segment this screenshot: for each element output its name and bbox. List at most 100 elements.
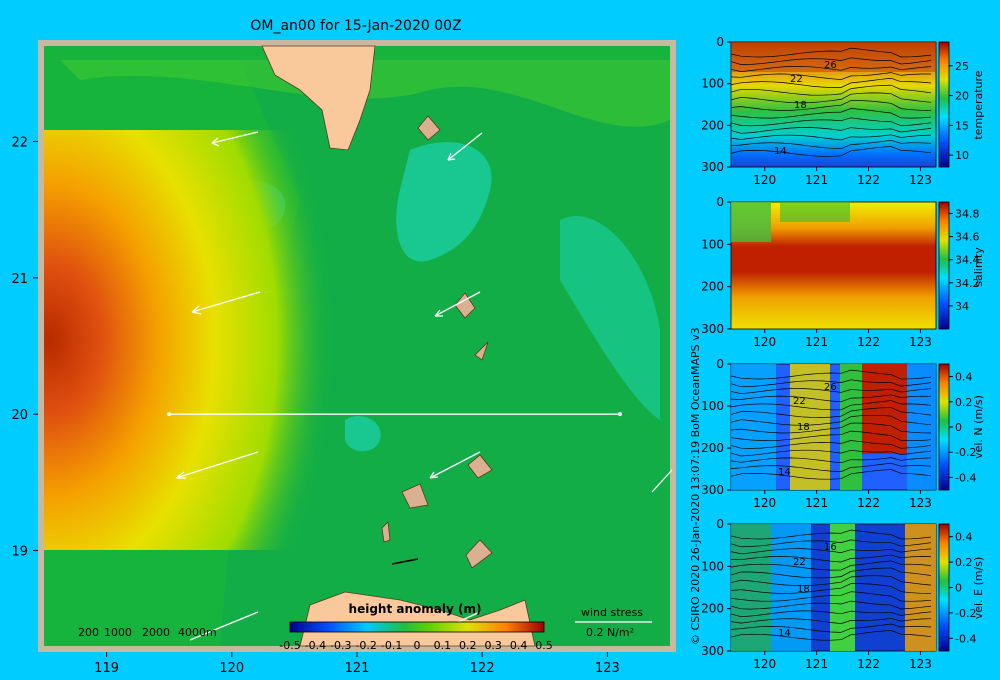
contour-line [730,610,932,618]
map-y-tick-label: 21 [11,272,28,287]
map-y-tick-label: 22 [11,135,28,150]
vel-e-contours [730,529,932,641]
salinity-colorbar [938,201,950,330]
contour-line [730,529,932,540]
wind-arrows [175,131,673,641]
vel-n-contour-label: 22 [793,396,806,407]
land-southern [299,591,536,647]
vel-n-contours [730,369,932,480]
contour-line [730,618,932,624]
section-x-tick-label: 122 [857,335,880,349]
section-x-tick-label: 120 [753,657,776,671]
island-1 [417,115,441,141]
vel-e-contour-label: 16 [824,542,837,553]
wind-arrow [175,451,259,479]
depth-legend-2000: 2000 [142,626,170,639]
section-panels: 26 22 18 14 temperature salinity 26 22 [701,35,985,671]
island-3 [474,341,489,361]
contour-line [730,548,932,555]
contour-line [730,600,932,610]
wind-arrowhead [211,137,220,147]
contour-line [730,623,932,633]
depth-legend-4000m: 4000m [178,626,217,639]
map-patch-teal-2 [396,142,492,262]
contour-line [730,369,932,380]
map-x-tick-label: 123 [595,661,620,676]
section-colorbar-tick-label: 10 [955,149,969,162]
contour-line [730,127,932,134]
temperature-colorbar [938,41,950,168]
section-colorbar-tick-label: 25 [955,60,969,73]
section-y-tick-label: 300 [701,483,724,497]
wind-arrow [651,469,673,493]
contour-line [730,65,932,72]
island-7 [381,521,391,543]
contour-line [730,462,932,472]
island-4 [467,454,493,479]
salinity-fresh-patch [780,202,850,222]
contour-line [730,108,932,119]
section-y-tick-label: 300 [701,160,724,174]
map-x-tick-label: 119 [94,661,119,676]
colorbar-tick-label: -0.1 [381,639,402,652]
island-5 [401,483,429,509]
colorbar-tick-label: 0.3 [484,639,502,652]
contour-line [730,469,932,480]
section-x-tick-label: 122 [857,496,880,510]
section-x-tick-label: 120 [753,173,776,187]
wind-stress-label: wind stress [581,606,643,619]
colorbar-tick-label: -0.3 [330,639,351,652]
contour-line [730,583,932,594]
height-anomaly-map: 20 0 1000 2000 4000m wind stress 0.2 N/m²… [11,40,676,676]
contour-line [730,400,932,411]
contour-line [730,567,932,579]
contour-line [730,414,932,426]
wind-arrowhead [191,305,202,315]
map-y-tick-label: 20 [11,408,28,423]
section-x-tick-label: 123 [909,657,932,671]
map-patch-teal-3 [345,416,381,452]
section-axes: 120 121 122 123 0 100 200 300 10 15 20 25 [701,35,969,187]
colorbar-gradient [289,621,545,633]
temperature-contour-label: 14 [774,146,787,157]
vel-n-colorbar-label: vel. N (m/s) [972,395,985,459]
section-axes: 120 121 122 123 0 100 200 300 0.4 0.2 0 -0.2 -0.4 [701,357,976,510]
contour-line [730,430,932,442]
salinity-panel: salinity [730,201,985,330]
temperature-contour-label: 26 [824,60,837,71]
vel-n-band [907,364,936,490]
temperature-panel: 26 22 18 14 temperature [730,41,985,168]
wind-stress-legend: wind stress 0.2 N/m² [575,606,652,639]
section-y-tick-label: 300 [701,644,724,658]
contour-line [730,146,932,157]
land-northern [261,45,376,151]
salinity-fresh-patch [731,202,771,242]
section-x-tick-label: 123 [909,335,932,349]
contour-line [730,457,932,464]
island-6 [465,539,493,569]
contour-line [730,57,932,65]
colorbar-tick-label: -0.5 [279,639,300,652]
colorbar-tick-label: 0 [414,639,421,652]
vel-n-contour-label: 26 [824,382,837,393]
contour-line [730,554,932,563]
section-start-marker [167,412,172,417]
temperature-contour-label: 22 [790,74,803,85]
section-x-tick-label: 121 [805,173,828,187]
vel-e-colorbar-label: vel. E (m/s) [972,557,985,620]
temperature-contours [730,47,932,157]
contour-line [730,134,932,141]
section-y-tick-label: 200 [701,280,724,294]
depth-legend-1000: 1000 [104,626,132,639]
section-x-tick-label: 121 [805,657,828,671]
section-colorbar-tick-label: 34.4 [955,254,980,267]
section-colorbar-tick-label: 34.6 [955,231,980,244]
map-y-ticks: 19 20 21 22 [11,135,38,560]
vel-e-band [731,524,771,651]
salinity-colorbar-label: salinity [972,247,985,287]
section-colorbar-tick-label: 20 [955,90,969,103]
wind-stress-value: 0.2 N/m² [586,626,634,639]
contour-line [730,422,932,434]
section-x-tick-label: 123 [909,496,932,510]
